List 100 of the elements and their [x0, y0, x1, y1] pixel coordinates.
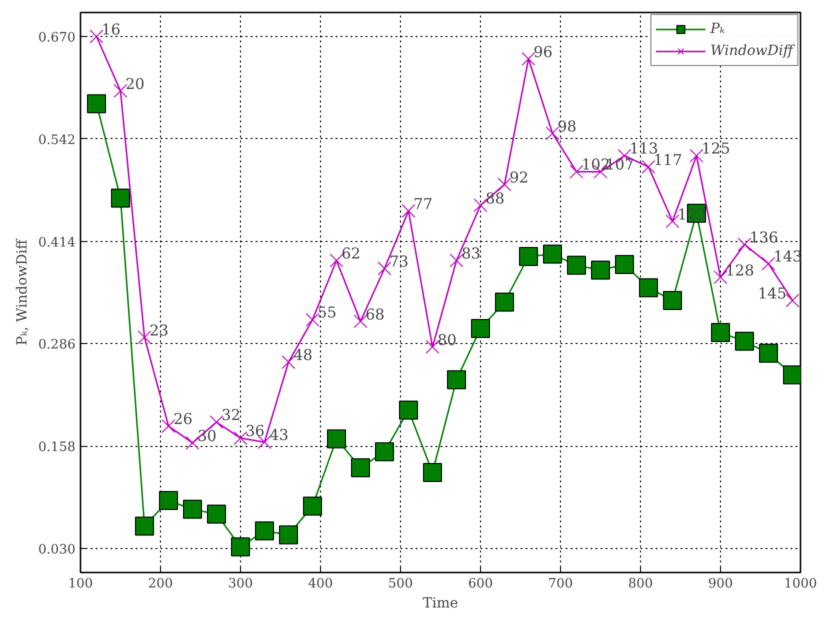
- x-tick-label: 500: [388, 576, 413, 592]
- annotation: 23: [150, 321, 169, 340]
- point: [738, 238, 752, 252]
- point: [138, 330, 152, 344]
- point: [423, 463, 442, 482]
- point: [450, 254, 464, 268]
- point: [615, 255, 634, 274]
- x-tick-label: 700: [548, 576, 573, 592]
- y-tick-label: 0.286: [38, 338, 76, 353]
- point: [735, 332, 754, 351]
- annotation: 83: [462, 244, 481, 262]
- annotation: 62: [342, 244, 361, 262]
- point: [111, 188, 130, 208]
- x-axis-title: Time: [422, 596, 458, 612]
- x-tick-label: 800: [628, 576, 653, 592]
- point: [378, 262, 392, 276]
- point: [186, 436, 200, 450]
- point: [258, 435, 272, 449]
- y-tick-label: 0.542: [38, 132, 76, 148]
- point: [642, 160, 656, 174]
- y-tick-label: 0.030: [38, 542, 76, 558]
- annotation: 30: [198, 426, 217, 445]
- y-tick-label: 0.670: [38, 30, 76, 46]
- annotation: 98: [558, 117, 577, 136]
- point: [711, 323, 730, 342]
- annotation: 32: [222, 406, 241, 424]
- point: [330, 254, 344, 268]
- y-tick-label: 0.414: [38, 235, 76, 250]
- annotation: 55: [318, 304, 337, 322]
- point: [495, 292, 514, 312]
- point: [522, 52, 536, 66]
- point: [210, 415, 224, 429]
- point: [87, 94, 106, 114]
- point: [714, 270, 728, 284]
- annotation: 16: [102, 20, 121, 38]
- x-tick-label: 100: [68, 576, 93, 592]
- annotation: 26: [174, 410, 193, 428]
- point: [183, 500, 202, 519]
- point: [402, 204, 416, 218]
- point: [762, 256, 776, 271]
- point: [474, 198, 488, 212]
- annotation: 36: [246, 422, 265, 440]
- y-axis-title: Pₖ, WindowDiff: [14, 238, 30, 346]
- point: [663, 291, 682, 310]
- point: [783, 365, 800, 384]
- annotation: 102: [582, 156, 610, 174]
- x-tick-label: 600: [468, 576, 493, 592]
- point: [690, 148, 704, 163]
- point: [159, 491, 178, 510]
- annotation: 68: [366, 305, 385, 324]
- point: [135, 516, 154, 536]
- annotation: 96: [534, 42, 553, 61]
- point: [231, 537, 250, 556]
- x-tick-label: 300: [228, 576, 253, 592]
- point: [447, 370, 466, 390]
- point: [546, 126, 560, 140]
- annotation: 77: [414, 194, 433, 213]
- legend-label: Pₖ: [710, 21, 726, 37]
- x-tick-label: 200: [148, 576, 173, 592]
- point: [471, 319, 490, 338]
- point: [498, 178, 512, 192]
- point: [519, 247, 538, 266]
- annotation: 136: [750, 228, 778, 246]
- annotation: 73: [390, 252, 409, 270]
- point: [354, 314, 368, 328]
- point: [666, 214, 680, 228]
- point: [639, 278, 658, 298]
- point: [786, 294, 800, 308]
- point: [759, 344, 778, 363]
- point: [114, 84, 128, 98]
- point: [282, 355, 296, 369]
- point: [90, 30, 104, 44]
- point: [567, 256, 586, 275]
- annotation: 88: [486, 189, 505, 208]
- point: [207, 504, 226, 524]
- point: [591, 260, 610, 280]
- legend-label: WindowDiff: [710, 43, 793, 59]
- point: [426, 340, 440, 354]
- x-tick-label: 900: [708, 576, 733, 592]
- annotation: 48: [294, 346, 313, 364]
- annotation: 92: [510, 168, 529, 186]
- point: [255, 521, 274, 540]
- point: [375, 442, 394, 462]
- point: [162, 419, 176, 433]
- y-tick-label: 0.158: [38, 440, 76, 456]
- annotation: 145: [758, 284, 787, 302]
- point: [543, 244, 562, 264]
- point: [234, 431, 248, 445]
- x-tick-label: 1000: [784, 576, 818, 592]
- point: [351, 458, 370, 478]
- annotation: 20: [126, 74, 145, 93]
- annotation: 128: [726, 261, 754, 280]
- point: [570, 164, 584, 179]
- point: [306, 312, 320, 327]
- point: [279, 525, 298, 544]
- annotation: 80: [438, 330, 457, 349]
- annotation: 125: [702, 140, 730, 158]
- point: [399, 400, 418, 420]
- annotation: 43: [270, 426, 289, 444]
- point: [303, 496, 322, 516]
